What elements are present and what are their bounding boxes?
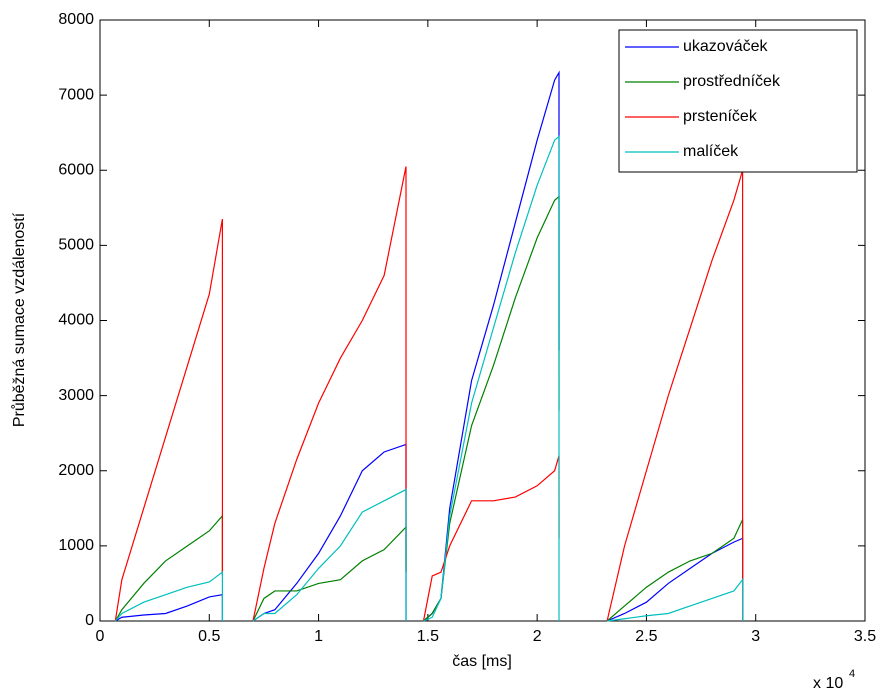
y-tick-label: 6000 <box>58 161 94 178</box>
y-tick-label: 8000 <box>58 11 94 28</box>
y-tick-label: 0 <box>85 612 94 629</box>
x-tick-label: 1 <box>314 628 323 645</box>
x-axis-label: čas [ms] <box>452 653 512 670</box>
legend-label: malíček <box>683 143 739 160</box>
y-tick-label: 3000 <box>58 387 94 404</box>
y-tick-label: 7000 <box>58 86 94 103</box>
x-tick-label: 2.5 <box>635 628 657 645</box>
x-tick-label: 2 <box>533 628 542 645</box>
data-line <box>114 135 744 622</box>
data-line <box>115 70 744 622</box>
y-axis-label: Průběžná sumace vzdáleností <box>10 212 28 427</box>
y-tick-label: 4000 <box>58 312 94 329</box>
y-tick-label: 5000 <box>58 237 94 254</box>
x-tick-label: 1.5 <box>417 628 439 645</box>
legend-label: prostředníček <box>683 73 781 90</box>
x-tick-label: 3.5 <box>854 628 876 645</box>
data-line <box>114 166 744 622</box>
x-tick-label: 3 <box>751 628 760 645</box>
x-tick-label: 0 <box>96 628 105 645</box>
y-tick-label: 1000 <box>58 537 94 554</box>
y-tick-label: 2000 <box>58 462 94 479</box>
legend-label: ukazováček <box>683 38 768 55</box>
x-tick-label: 0.5 <box>198 628 220 645</box>
legend-label: prsteníček <box>683 108 758 125</box>
x-scale-base: x 10 <box>813 675 843 692</box>
legend-box <box>618 29 858 173</box>
x-scale-exponent: 4 <box>849 668 855 680</box>
data-line <box>114 195 744 622</box>
